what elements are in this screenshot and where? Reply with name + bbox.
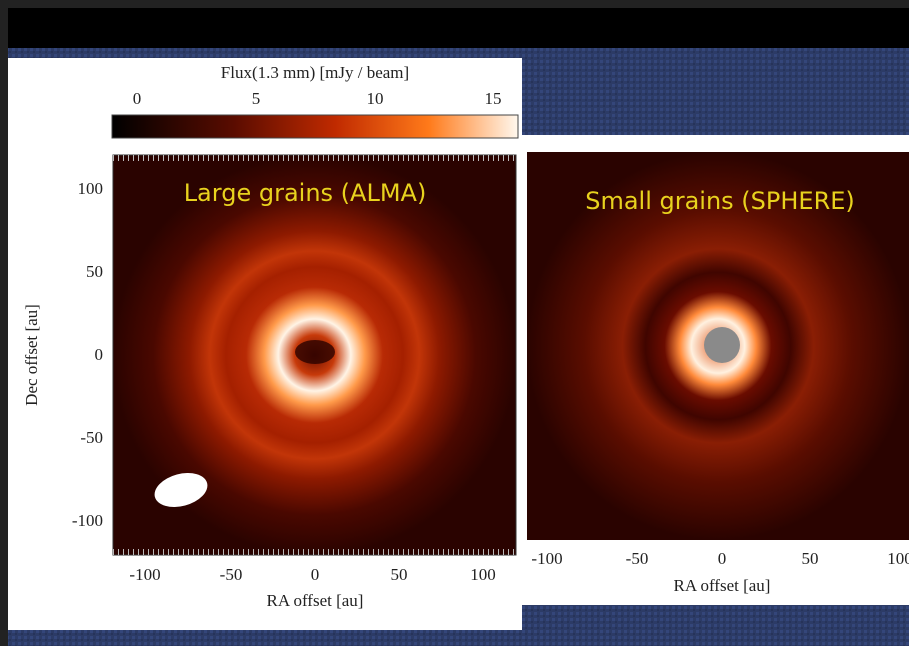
y-tick-label: -50 <box>80 428 103 447</box>
y-tick-label: 0 <box>95 345 104 364</box>
colorbar-tick: 15 <box>485 89 502 108</box>
x-tick-label: 50 <box>391 565 408 584</box>
colorbar-tick: 5 <box>252 89 261 108</box>
x-tick-label: -50 <box>220 565 243 584</box>
x-tick-label: 50 <box>802 549 819 568</box>
coronagraph-mask <box>704 327 740 363</box>
x-tick-label: 100 <box>470 565 496 584</box>
right-title: Small grains (SPHERE) <box>585 187 855 215</box>
slide: Flux(1.3 mm) [mJy / beam] Large grains (… <box>0 0 909 646</box>
y-tick-label: 100 <box>78 179 104 198</box>
x-label: RA offset [au] <box>674 576 771 595</box>
y-label: Dec offset [au] <box>22 304 41 406</box>
y-tick-label: -100 <box>72 511 103 530</box>
x-tick-label: -100 <box>129 565 160 584</box>
colorbar-tick: 10 <box>367 89 384 108</box>
x-tick-label: 0 <box>311 565 320 584</box>
colorbar-tick: 0 <box>133 89 142 108</box>
x-tick-label: -100 <box>531 549 562 568</box>
colorbar-label: Flux(1.3 mm) [mJy / beam] <box>221 63 409 82</box>
x-tick-label: -50 <box>626 549 649 568</box>
y-tick-label: 50 <box>86 262 103 281</box>
colorbar <box>112 115 518 138</box>
x-tick-label: 0 <box>718 549 727 568</box>
page: Flux(1.3 mm) [mJy / beam] Large grains (… <box>0 0 909 646</box>
x-label: RA offset [au] <box>267 591 364 610</box>
header-bar <box>8 8 909 48</box>
left-title: Large grains (ALMA) <box>184 179 427 207</box>
x-tick-label: 100 <box>887 549 909 568</box>
disk-cavity <box>295 340 335 364</box>
